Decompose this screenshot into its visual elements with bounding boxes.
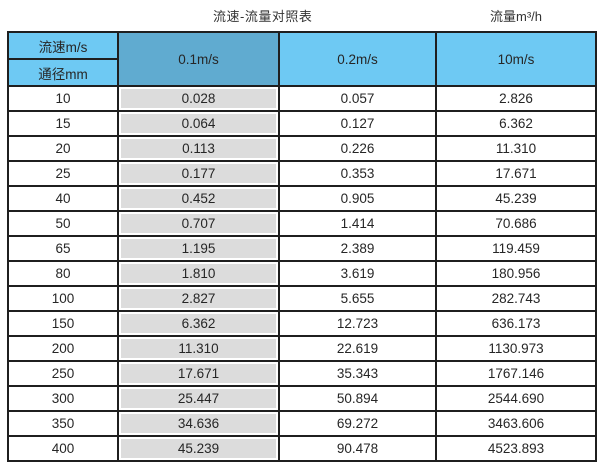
cell-dn: 10 [7, 85, 119, 112]
table-row: 65 1.195 2.389 119.459 [7, 235, 597, 262]
cell-dn: 400 [7, 435, 119, 462]
cell-dn: 150 [7, 310, 119, 337]
cell-v02: 3.619 [278, 260, 437, 287]
table-row: 200 11.310 22.619 1130.973 [7, 335, 597, 362]
table-row: 150 6.362 12.723 636.173 [7, 310, 597, 337]
cell-v10: 70.686 [435, 210, 597, 237]
table-row: 10 0.028 0.057 2.826 [7, 85, 597, 112]
cell-v10: 180.956 [435, 260, 597, 287]
cell-v10: 4523.893 [435, 435, 597, 462]
cell-v02: 69.272 [278, 410, 437, 437]
cell-v10: 45.239 [435, 185, 597, 212]
table-row: 20 0.113 0.226 11.310 [7, 135, 597, 162]
cell-dn: 300 [7, 385, 119, 412]
cell-dn: 65 [7, 235, 119, 262]
table-row: 300 25.447 50.894 2544.690 [7, 385, 597, 412]
cell-v01: 0.177 [117, 160, 280, 187]
cell-v01: 1.195 [117, 235, 280, 262]
table-row: 40 0.452 0.905 45.239 [7, 185, 597, 212]
header-velocity-label: 流速m/s [7, 31, 119, 60]
cell-v01: 34.636 [117, 410, 280, 437]
table-row: 25 0.177 0.353 17.671 [7, 160, 597, 187]
flow-unit-label: 流量m³/h [490, 9, 543, 24]
cell-dn: 200 [7, 335, 119, 362]
cell-v10: 1130.973 [435, 335, 597, 362]
cell-v10: 1767.146 [435, 360, 597, 387]
cell-dn: 25 [7, 160, 119, 187]
cell-v01: 45.239 [117, 435, 280, 462]
cell-v01: 2.827 [117, 285, 280, 312]
cell-v10: 119.459 [435, 235, 597, 262]
cell-v02: 0.127 [278, 110, 437, 137]
cell-v02: 1.414 [278, 210, 437, 237]
cell-v10: 6.362 [435, 110, 597, 137]
cell-v02: 2.389 [278, 235, 437, 262]
table-row: 100 2.827 5.655 282.743 [7, 285, 597, 312]
cell-v02: 0.353 [278, 160, 437, 187]
page-title: 流速-流量对照表 [213, 9, 313, 24]
cell-v01: 11.310 [117, 335, 280, 362]
cell-dn: 80 [7, 260, 119, 287]
cell-dn: 250 [7, 360, 119, 387]
table-row: 350 34.636 69.272 3463.606 [7, 410, 597, 437]
cell-v02: 12.723 [278, 310, 437, 337]
cell-v10: 2544.690 [435, 385, 597, 412]
cell-v01: 25.447 [117, 385, 280, 412]
table-header-row-bottom: 通径mm [7, 58, 596, 87]
cell-v02: 22.619 [278, 335, 437, 362]
cell-v02: 0.057 [278, 85, 437, 112]
cell-dn: 50 [7, 210, 119, 237]
cell-v01: 0.028 [117, 85, 280, 112]
cell-v10: 282.743 [435, 285, 597, 312]
cell-dn: 40 [7, 185, 119, 212]
cell-v01: 0.113 [117, 135, 280, 162]
cell-v01: 0.452 [117, 185, 280, 212]
cell-v02: 0.905 [278, 185, 437, 212]
cell-dn: 100 [7, 285, 119, 312]
cell-v02: 90.478 [278, 435, 437, 462]
cell-v02: 5.655 [278, 285, 437, 312]
cell-dn: 350 [7, 410, 119, 437]
top-labels: 流速-流量对照表 流量m³/h [0, 0, 600, 31]
table-row: 80 1.810 3.619 180.956 [7, 260, 597, 287]
cell-v01: 17.671 [117, 360, 280, 387]
table-header-row-top: 流速m/s 0.1m/s 0.2m/s 10m/s [7, 31, 597, 87]
table-row: 15 0.064 0.127 6.362 [7, 110, 597, 137]
cell-v10: 636.173 [435, 310, 597, 337]
cell-dn: 20 [7, 135, 119, 162]
table-row: 400 45.239 90.478 4523.893 [7, 435, 597, 462]
cell-v02: 35.343 [278, 360, 437, 387]
cell-v02: 50.894 [278, 385, 437, 412]
cell-v10: 2.826 [435, 85, 597, 112]
cell-v10: 17.671 [435, 160, 597, 187]
cell-dn: 15 [7, 110, 119, 137]
table-row: 50 0.707 1.414 70.686 [7, 210, 597, 237]
cell-v02: 0.226 [278, 135, 437, 162]
cell-v01: 1.810 [117, 260, 280, 287]
header-diameter-label: 通径mm [7, 58, 119, 87]
cell-v10: 3463.606 [435, 410, 597, 437]
col-header-10ms: 10m/s [435, 31, 597, 87]
cell-v10: 11.310 [435, 135, 597, 162]
flow-rate-table: 流速m/s 0.1m/s 0.2m/s 10m/s 通径mm 10 0.028 0.… [7, 31, 597, 462]
cell-v01: 0.707 [117, 210, 280, 237]
col-header-0-2ms: 0.2m/s [278, 31, 437, 87]
cell-v01: 6.362 [117, 310, 280, 337]
col-header-0-1ms: 0.1m/s [117, 31, 280, 87]
table-row: 250 17.671 35.343 1767.146 [7, 360, 597, 387]
cell-v01: 0.064 [117, 110, 280, 137]
